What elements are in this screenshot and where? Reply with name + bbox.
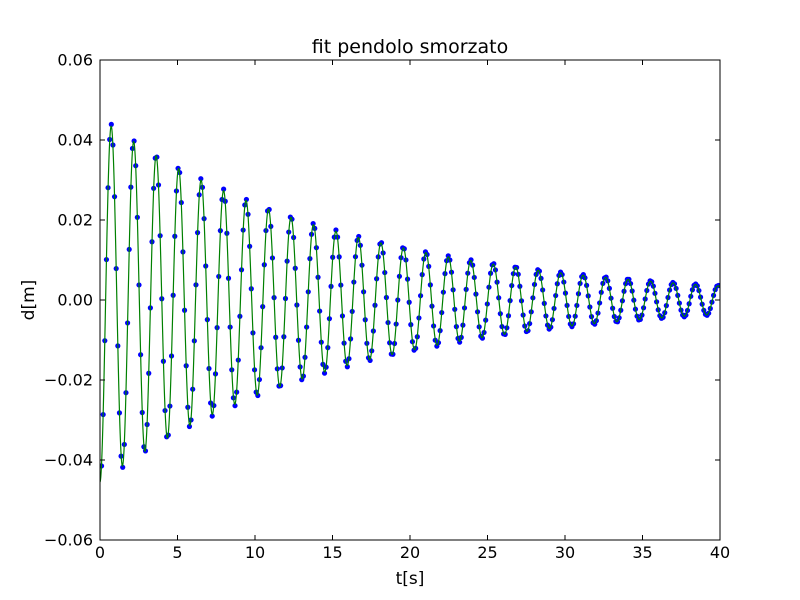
- data-point: [321, 370, 328, 376]
- y-axis-label: d[m]: [19, 280, 39, 321]
- y-tick-label: −0.02: [44, 371, 93, 390]
- x-tick-label: 25: [477, 543, 497, 562]
- data-point: [186, 423, 193, 430]
- x-tick-label: 10: [245, 543, 265, 562]
- x-tick-label: 20: [400, 543, 420, 562]
- y-tick-label: −0.04: [44, 451, 93, 470]
- y-tick-label: 0.00: [57, 291, 93, 310]
- data-point: [108, 121, 114, 127]
- data-point: [198, 176, 204, 182]
- plot-clip-group: [100, 121, 720, 483]
- x-tick-label: 35: [632, 543, 652, 562]
- x-tick-label: 0: [95, 543, 105, 562]
- chart-title: fit pendolo smorzato: [312, 36, 508, 58]
- x-axis-label: t[s]: [396, 569, 425, 589]
- x-tick-label: 5: [172, 543, 182, 562]
- plot-area: [100, 121, 720, 483]
- data-point: [310, 220, 316, 227]
- axes: 0 5 10 15 20 25 30 35 40 −0.06 −0.04 −0.02 0.00 0.02 0…: [44, 51, 730, 563]
- y-tick-label: 0.04: [57, 131, 93, 150]
- y-tick-label: 0.02: [57, 211, 93, 230]
- data-point: [232, 403, 238, 409]
- data-point: [445, 253, 451, 259]
- data-point: [333, 227, 339, 233]
- x-tick-label: 40: [710, 543, 730, 562]
- data-point: [457, 339, 463, 345]
- data-point: [344, 364, 350, 370]
- x-tick-label: 15: [322, 543, 342, 562]
- y-tick-label: 0.06: [57, 51, 93, 70]
- data-point: [221, 186, 227, 192]
- fit-curve: [100, 125, 720, 483]
- data-point: [120, 464, 126, 470]
- x-tick-label: 30: [555, 543, 575, 562]
- data-point: [209, 413, 215, 419]
- y-tick-label: −0.06: [44, 531, 93, 550]
